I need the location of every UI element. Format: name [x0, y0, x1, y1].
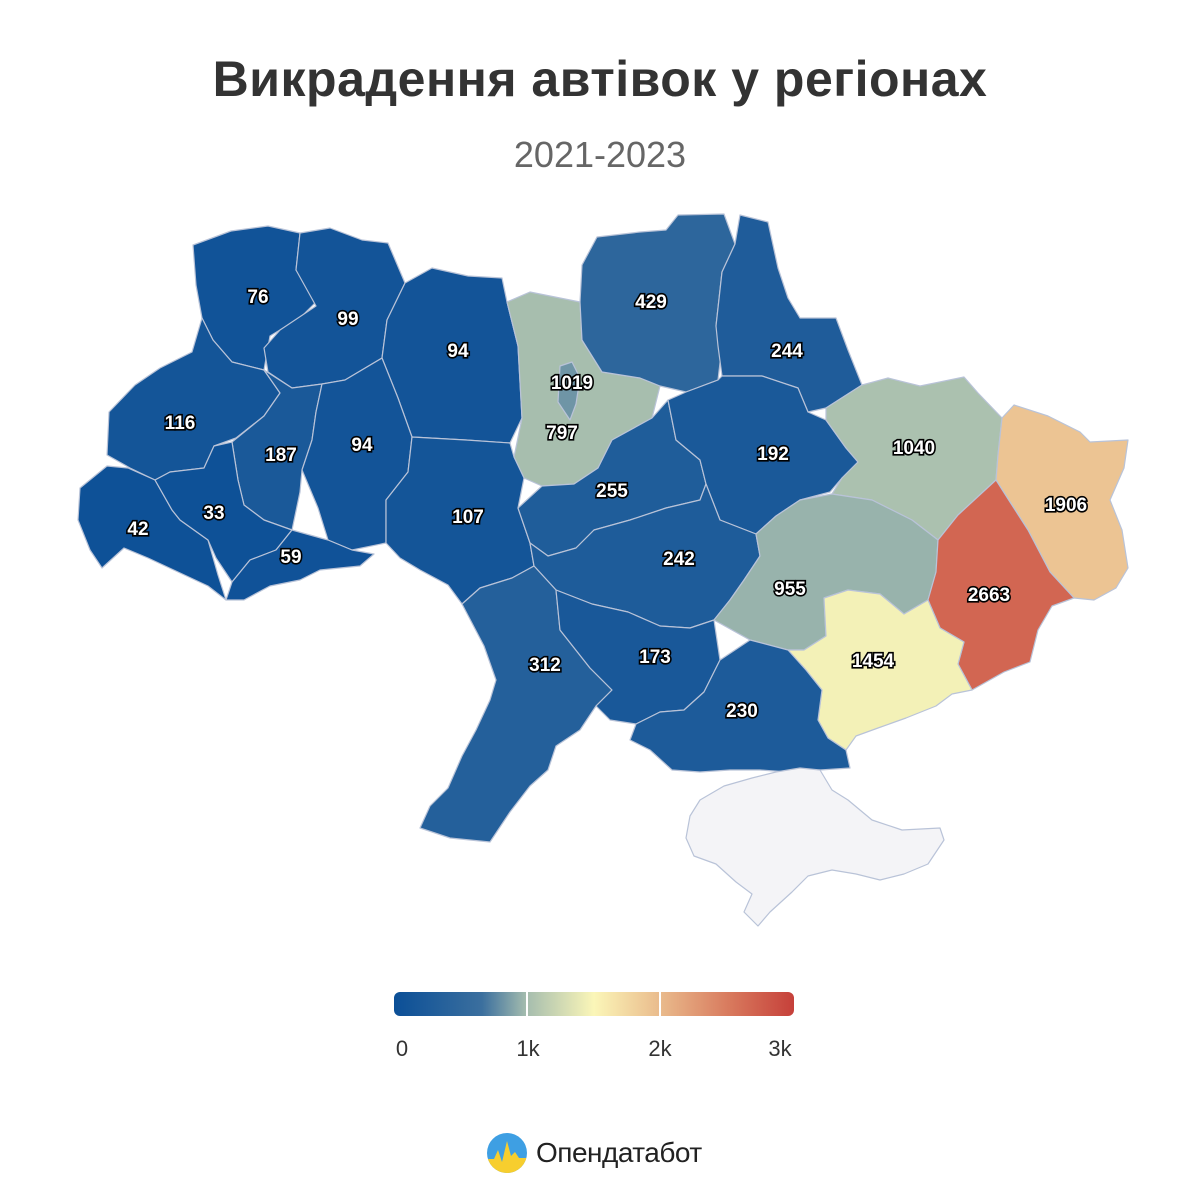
- region-label-ivano-frankivsk: 33: [203, 503, 224, 524]
- labels-layer: 76 99 94 1019 797 429 244 116 187 94 107 255 192 1040…: [126, 285, 1089, 723]
- region-label-cherkasy: 255: [596, 481, 628, 502]
- legend-separator: [659, 992, 661, 1016]
- brand-logo: Опендатабот: [486, 1132, 702, 1174]
- map-subtitle: 2021-2023: [513, 134, 687, 175]
- region-label-kyiv-oblast: 1019: [551, 373, 593, 394]
- region-label-zakarpattia: 42: [127, 519, 148, 540]
- legend-tick-2k: 2k: [648, 1036, 672, 1061]
- region-sumy[interactable]: [715, 214, 863, 413]
- region-kyiv-city[interactable]: [557, 361, 581, 421]
- ukraine-map: 76 99 94 1019 797 429 244 116 187 94 107 255 192 1040…: [77, 213, 1129, 927]
- region-label-luhansk: 1906: [1045, 495, 1087, 516]
- opendatabot-logo-icon: [487, 1133, 527, 1173]
- region-label-khmelnytskyi: 94: [351, 435, 373, 456]
- legend-color-scale: [394, 992, 794, 1016]
- region-label-donetsk: 2663: [968, 585, 1010, 606]
- region-label-kharkiv: 1040: [893, 438, 935, 459]
- legend-tick-1k: 1k: [516, 1036, 540, 1061]
- region-chernivtsi[interactable]: [225, 529, 375, 601]
- legend-separator: [526, 992, 528, 1016]
- brand-name: Опендатабот: [536, 1137, 702, 1168]
- region-label-vinnytsia: 107: [452, 507, 484, 528]
- region-label-rivne: 99: [337, 309, 358, 330]
- region-label-dnipropetrovsk: 955: [774, 579, 806, 600]
- region-label-mykolaiv: 173: [639, 647, 671, 668]
- legend-tick-3k: 3k: [768, 1036, 792, 1061]
- region-label-zaporizhzhia: 1454: [852, 651, 895, 672]
- region-kherson[interactable]: [629, 639, 851, 773]
- region-label-kherson: 230: [726, 701, 758, 722]
- region-crimea[interactable]: [685, 767, 945, 927]
- region-label-sumy: 244: [771, 341, 803, 362]
- region-label-kirovohrad: 242: [663, 549, 695, 570]
- region-label-poltava: 192: [757, 444, 789, 465]
- legend-tick-0: 0: [395, 1036, 409, 1061]
- region-label-chernihiv: 429: [635, 292, 667, 313]
- regions-layer: [77, 213, 1129, 927]
- region-label-odesa: 312: [529, 655, 561, 676]
- region-label-kyiv-city: 797: [546, 423, 578, 444]
- region-label-lviv: 116: [165, 413, 196, 434]
- region-label-volyn: 76: [247, 287, 268, 308]
- region-label-chernivtsi: 59: [280, 547, 301, 568]
- map-title: Викрадення автівок у регіонах: [212, 51, 988, 107]
- region-label-ternopil: 187: [265, 445, 297, 466]
- region-label-zhytomyr: 94: [447, 341, 469, 362]
